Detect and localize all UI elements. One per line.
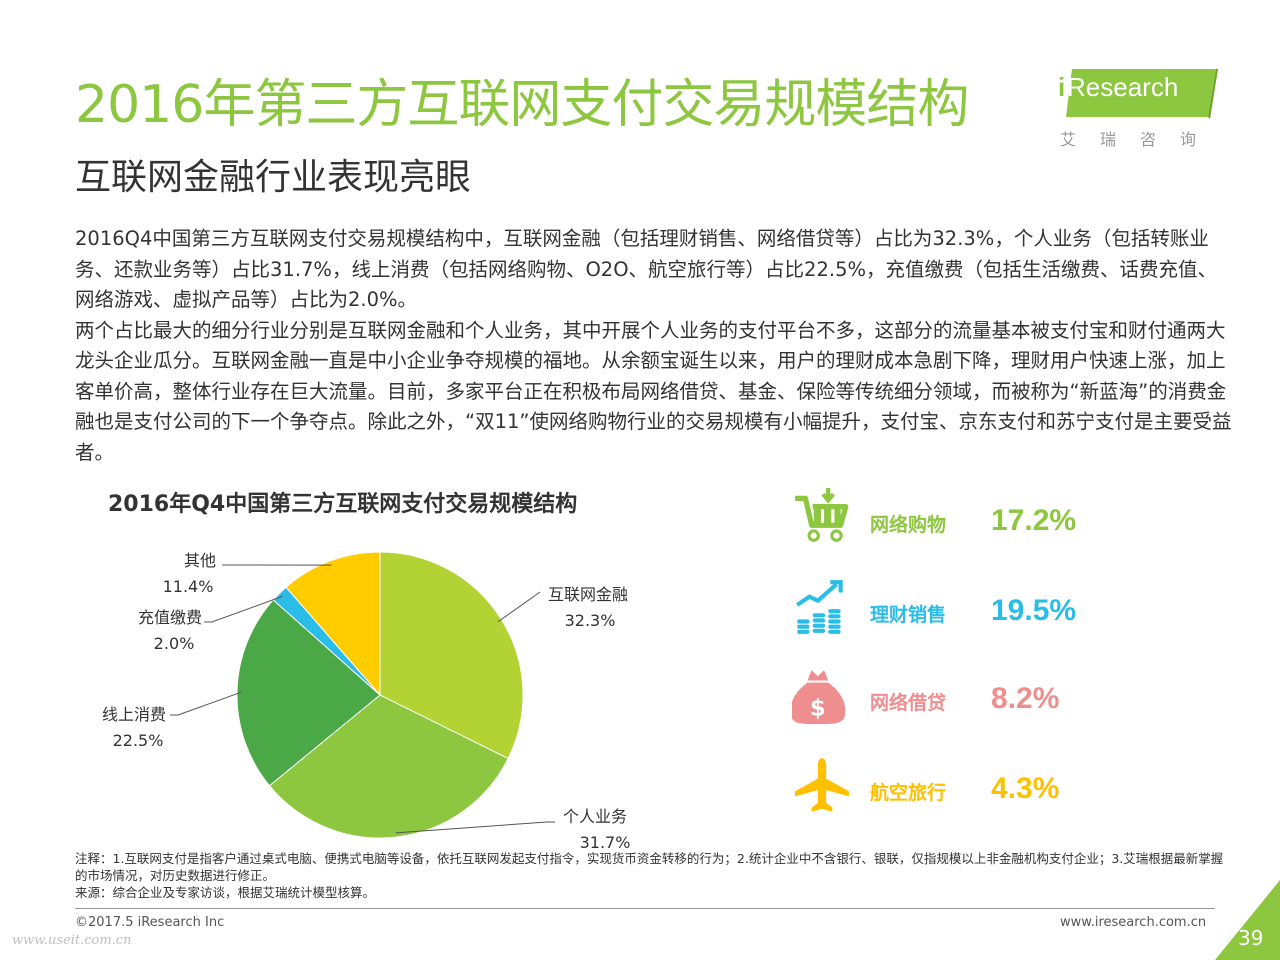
website-link[interactable]: www.iresearch.com.cn [1060, 915, 1207, 930]
kpi-label: 理财销售 [870, 604, 947, 626]
pie-slice-1 [268, 694, 509, 839]
footnotes: 注释：1.互联网支付是指客户通过桌式电脑、便携式电脑等设备，依托互联网发起支付指… [75, 850, 1225, 901]
chart-title: 2016年Q4中国第三方互联网支付交易规模结构 [108, 492, 578, 517]
coins-growth-icon [792, 578, 852, 636]
airplane-icon [792, 756, 852, 814]
leader-line-2 [170, 691, 242, 716]
body-paragraph-1: 2016Q4中国第三方互联网支付交易规模结构中，互联网金融（包括理财销售、网络借… [75, 227, 1217, 311]
slice-value-0: 32.3% [565, 611, 616, 630]
leader-line-3 [204, 595, 283, 623]
corner-triangle [1215, 880, 1280, 960]
slice-value-4: 11.4% [163, 577, 214, 596]
kpi-label: 航空旅行 [870, 782, 947, 804]
kpi-value: 4.3% [991, 772, 1060, 805]
kpi-value: 8.2% [991, 682, 1060, 715]
slice-label-2: 线上消费 [102, 705, 166, 724]
body-paragraph-2: 两个占比最大的细分行业分别是互联网金融和个人业务，其中开展个人业务的支付平台不多… [75, 318, 1232, 464]
page-title: 2016年第三方互联网支付交易规模结构 [75, 75, 969, 135]
slice-value-3: 2.0% [154, 634, 195, 653]
kpi-value: 19.5% [991, 594, 1077, 627]
copyright: ©2017.5 iResearch Inc [75, 915, 225, 930]
watermark: www.useit.com.cn [12, 933, 132, 948]
pie-slice-2 [236, 599, 381, 787]
slice-label-3: 充值缴费 [138, 608, 202, 627]
logo-chinese: 艾瑞咨询 [1060, 130, 1221, 149]
footer-divider [75, 908, 1215, 909]
page-subtitle: 互联网金融行业表现亮眼 [75, 157, 472, 198]
logo-i: i [1058, 72, 1066, 102]
shopping-cart-icon [792, 488, 852, 546]
note-text: 注释：1.互联网支付是指客户通过桌式电脑、便携式电脑等设备，依托互联网发起支付指… [75, 851, 1224, 883]
kpi-label: 网络借贷 [870, 692, 947, 714]
page-number: 39 [1238, 926, 1264, 950]
source-text: 来源：综合企业及专家访谈，根据艾瑞统计模型核算。 [75, 885, 376, 900]
slice-label-0: 互联网金融 [548, 585, 628, 604]
svg-text:$: $ [810, 696, 826, 722]
slice-value-2: 22.5% [113, 731, 164, 750]
body-text: 2016Q4中国第三方互联网支付交易规模结构中，互联网金融（包括理财销售、网络借… [75, 224, 1235, 468]
pie-slice-4 [285, 551, 381, 697]
leader-line-0 [497, 591, 541, 623]
slice-label-1: 个人业务 [563, 807, 627, 826]
pie-chart: 互联网金融 32.3% 个人业务 31.7% 线上消费 22.5% 充值缴费 2.0% 其他 11… [102, 551, 631, 852]
slice-value-1: 31.7% [580, 833, 631, 852]
leader-line-1 [395, 821, 555, 834]
kpi-value: 17.2% [991, 504, 1077, 537]
kpi-label: 网络购物 [870, 514, 947, 536]
logo-text: Research [1067, 72, 1179, 102]
money-bag-icon: $ [790, 666, 852, 724]
iresearch-logo [1066, 69, 1218, 119]
slice-label-4: 其他 [184, 551, 216, 570]
